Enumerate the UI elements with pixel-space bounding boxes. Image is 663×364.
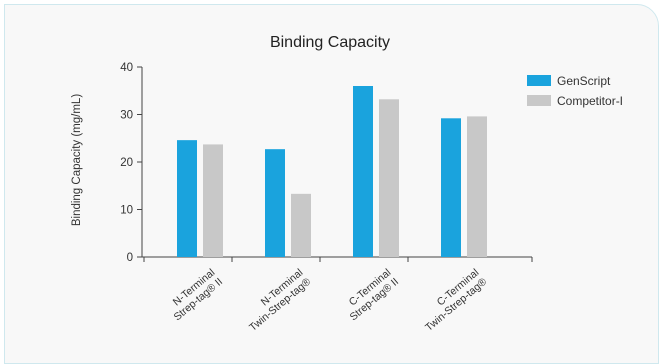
legend-swatch	[527, 75, 551, 86]
y-tick-label: 40	[120, 62, 133, 74]
bar-competitor-i-3	[379, 99, 399, 257]
y-tick-label: 30	[120, 110, 133, 122]
bar-genscript-2	[265, 149, 285, 257]
x-category-label: N-TerminalStrep-tag® II	[164, 267, 225, 324]
bar-competitor-i-2	[291, 193, 311, 257]
chart-title: Binding Capacity	[270, 34, 390, 51]
legend-label: Competitor-I	[557, 94, 623, 108]
bar-genscript-1	[177, 140, 197, 257]
y-tick-label: 20	[120, 157, 133, 169]
legend-swatch	[527, 95, 551, 106]
x-category-label: C-TerminalStrep-tag® II	[340, 267, 401, 324]
bar-competitor-i-4	[467, 116, 487, 258]
legend: GenScript Competitor-I	[527, 74, 623, 108]
legend-label: GenScript	[557, 74, 611, 88]
chart-card	[4, 4, 659, 364]
y-tick-label: 0	[127, 252, 133, 264]
bar-genscript-4	[441, 118, 461, 257]
plot-area: 0 10 20 30 40 N-TerminalStrep-tag® II N-Termin…	[120, 62, 533, 334]
bar-competitor-i-1	[203, 144, 223, 257]
x-category-label: C-TerminalTwin-Strep-tag®	[415, 266, 489, 333]
y-tick-label: 10	[120, 205, 133, 217]
x-category-label: N-TerminalTwin-Strep-tag®	[239, 266, 313, 333]
bar-chart: Binding Capacity Binding Capacity (mg/mL…	[71, 34, 623, 334]
bar-genscript-3	[353, 86, 373, 257]
y-axis-label: Binding Capacity (mg/mL)	[71, 94, 83, 226]
